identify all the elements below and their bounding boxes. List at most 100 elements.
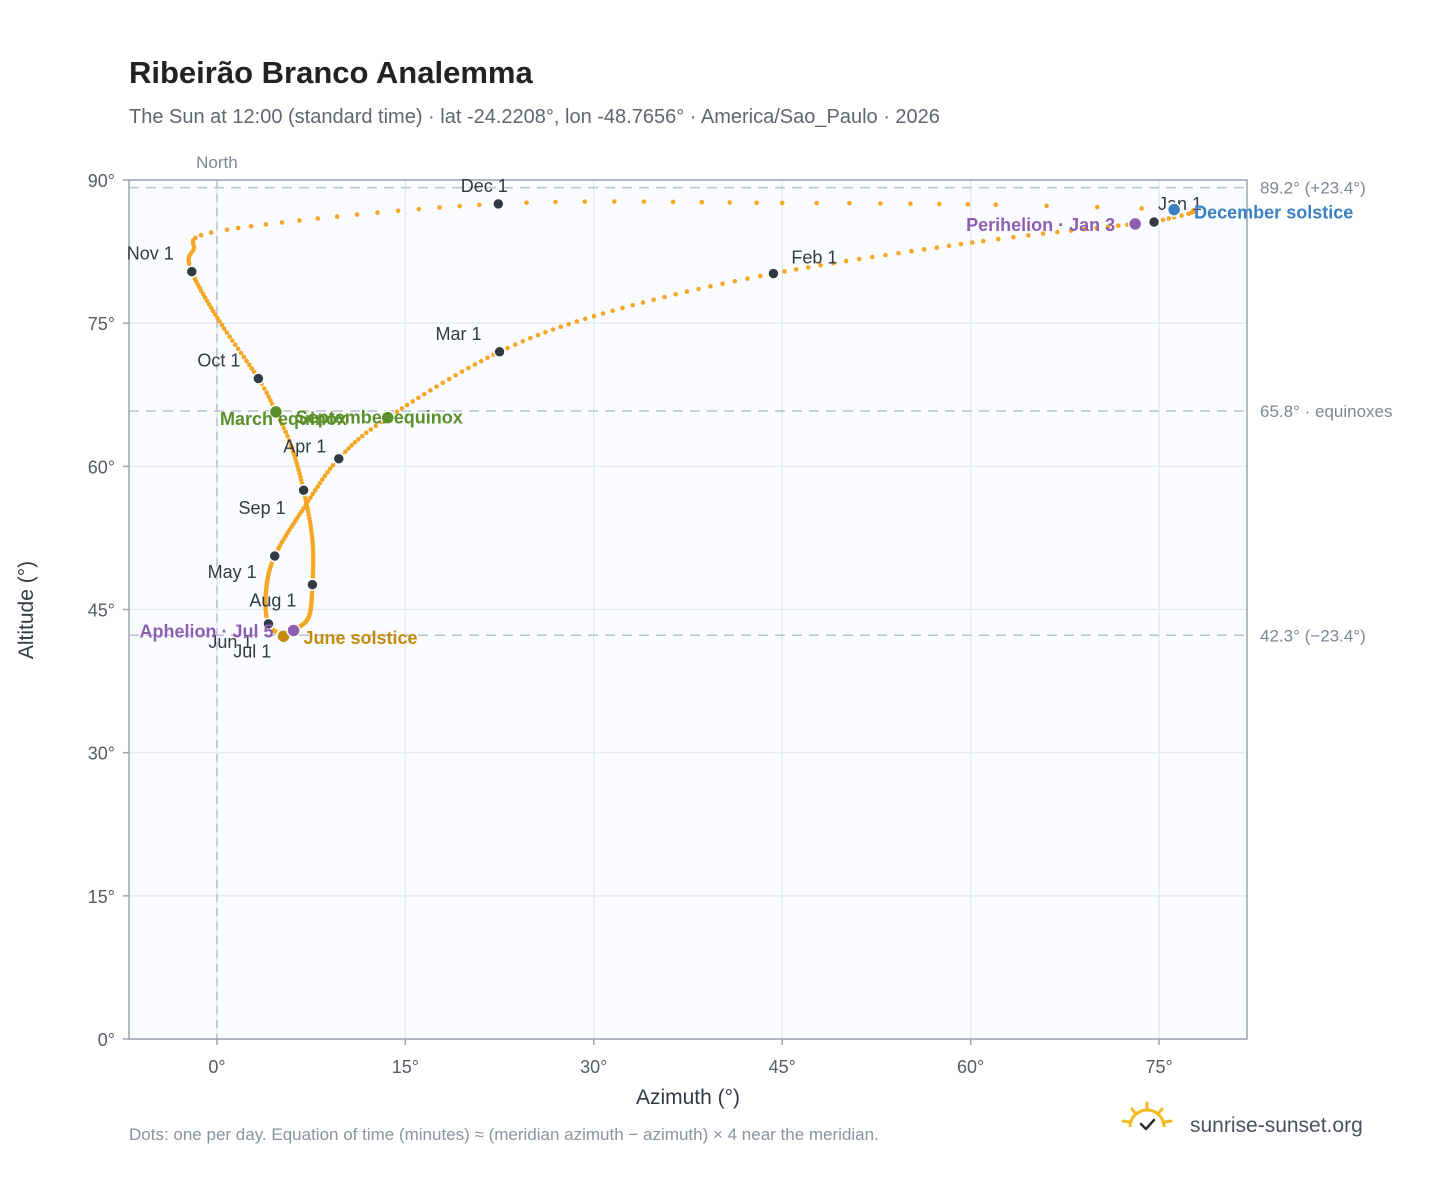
day-dot-53 xyxy=(543,329,548,335)
day-dot-352 xyxy=(1044,203,1049,209)
day-dot-263 xyxy=(277,417,283,423)
month-label-10: Nov 1 xyxy=(127,244,174,264)
chart-title: Ribeirão Branco Analemma xyxy=(129,55,533,90)
day-dot-321 xyxy=(248,223,254,229)
day-dot-62 xyxy=(478,358,484,364)
day-dot-34 xyxy=(732,278,738,284)
day-dot-336 xyxy=(553,199,558,205)
day-dot-342 xyxy=(727,200,733,205)
day-dot-101 xyxy=(308,495,313,500)
day-dot-347 xyxy=(878,201,883,206)
event-label-0: March equinox xyxy=(220,409,347,429)
day-dot-326 xyxy=(334,214,340,219)
day-dot-270 xyxy=(264,390,269,396)
day-dot-323 xyxy=(279,220,285,225)
day-dot-8 xyxy=(1068,228,1074,233)
day-dot-47 xyxy=(591,313,597,319)
x-tick-label-3: 45° xyxy=(769,1057,796,1077)
month-label-9: Oct 1 xyxy=(197,351,240,371)
day-dot-50 xyxy=(566,321,571,327)
day-dot-291 xyxy=(210,308,216,314)
month-marker-2 xyxy=(493,345,506,359)
day-dot-6 xyxy=(1094,225,1099,231)
day-dot-282 xyxy=(232,342,238,348)
day-dot-39 xyxy=(673,291,678,297)
day-dot-288 xyxy=(217,318,222,324)
y-tick-label-5: 75° xyxy=(88,314,115,334)
day-dot-258 xyxy=(287,438,292,443)
day-dot-333 xyxy=(477,202,482,208)
day-dot-66 xyxy=(453,373,458,378)
day-dot-23 xyxy=(870,254,875,260)
day-dot-319 xyxy=(224,227,230,232)
day-dot-28 xyxy=(805,265,811,270)
month-label-3: Apr 1 xyxy=(283,437,326,457)
month-marker-9 xyxy=(252,372,265,385)
month-label-6: Jul 1 xyxy=(233,641,271,661)
day-dot-353 xyxy=(1094,204,1100,210)
day-dot-24 xyxy=(856,256,862,262)
day-dot-87 xyxy=(346,446,351,451)
reference-lines: North 89.2° (+23.4°) 65.8° · equinoxes 42.3… xyxy=(129,153,1393,1039)
day-dot-80 xyxy=(373,423,379,429)
day-dot-56 xyxy=(520,339,526,344)
day-dot-73 xyxy=(410,399,415,404)
reference-label-0: 89.2° (+23.4°) xyxy=(1260,179,1366,198)
day-dot-76 xyxy=(394,409,400,414)
day-dot-332 xyxy=(457,203,462,209)
day-dot-292 xyxy=(208,305,214,310)
event-marker-5 xyxy=(286,623,301,638)
event-label-4: Perihelion · Jan 3 xyxy=(966,215,1115,235)
day-dot-65 xyxy=(459,369,465,374)
day-dot-331 xyxy=(437,205,442,210)
day-dot-285 xyxy=(224,330,230,335)
day-dot-63 xyxy=(472,362,478,367)
day-dot-81 xyxy=(368,427,374,432)
day-dot-345 xyxy=(814,200,820,206)
day-dot-86 xyxy=(349,443,355,448)
day-dot-64 xyxy=(466,365,471,371)
day-dot-97 xyxy=(317,480,323,486)
month-marker-0 xyxy=(1147,215,1161,229)
day-dot-20 xyxy=(909,248,914,254)
day-dot-46 xyxy=(600,311,606,316)
chart-subtitle: The Sun at 12:00 (standard time) · lat -… xyxy=(129,106,940,128)
day-dot-36 xyxy=(708,284,713,289)
day-dot-18 xyxy=(934,245,940,250)
day-dot-322 xyxy=(263,222,269,227)
day-dot-33 xyxy=(745,276,750,281)
x-tick-label-1: 15° xyxy=(392,1057,419,1077)
day-dot-21 xyxy=(896,250,901,256)
day-dot-100 xyxy=(310,491,316,497)
day-dot-61 xyxy=(485,355,490,361)
day-dot-41 xyxy=(651,297,656,303)
month-label-7: Aug 1 xyxy=(249,591,296,611)
day-dot-27 xyxy=(818,262,823,268)
day-dot-339 xyxy=(641,199,647,204)
day-dot-327 xyxy=(354,212,360,217)
day-dot-98 xyxy=(315,484,320,490)
day-dot-22 xyxy=(883,252,888,258)
day-dot-88 xyxy=(343,449,348,454)
x-tick-label-2: 30° xyxy=(580,1057,607,1077)
day-dot-12 xyxy=(1011,234,1016,240)
day-dot-329 xyxy=(395,208,401,214)
day-dot-294 xyxy=(204,298,210,304)
x-tick-label-0: 0° xyxy=(208,1057,225,1077)
day-dot-362 xyxy=(1166,216,1172,221)
day-dot-337 xyxy=(582,199,588,204)
day-dot-289 xyxy=(215,315,220,321)
x-axis-ticks: 0° 15° 30° 45° 60° 75° xyxy=(208,1039,1173,1077)
day-dot-277 xyxy=(246,362,252,368)
month-label-8: Sep 1 xyxy=(239,498,286,518)
brand-name: sunrise-sunset.org xyxy=(1190,1114,1363,1137)
day-dot-287 xyxy=(219,322,225,328)
day-dot-351 xyxy=(993,202,999,208)
day-dot-260 xyxy=(283,429,288,435)
day-dot-324 xyxy=(297,218,302,223)
footnote: Dots: one per day. Equation of time (min… xyxy=(129,1125,879,1144)
day-dot-54 xyxy=(535,332,541,338)
day-dot-69 xyxy=(434,384,439,389)
x-tick-label-5: 75° xyxy=(1145,1057,1172,1077)
